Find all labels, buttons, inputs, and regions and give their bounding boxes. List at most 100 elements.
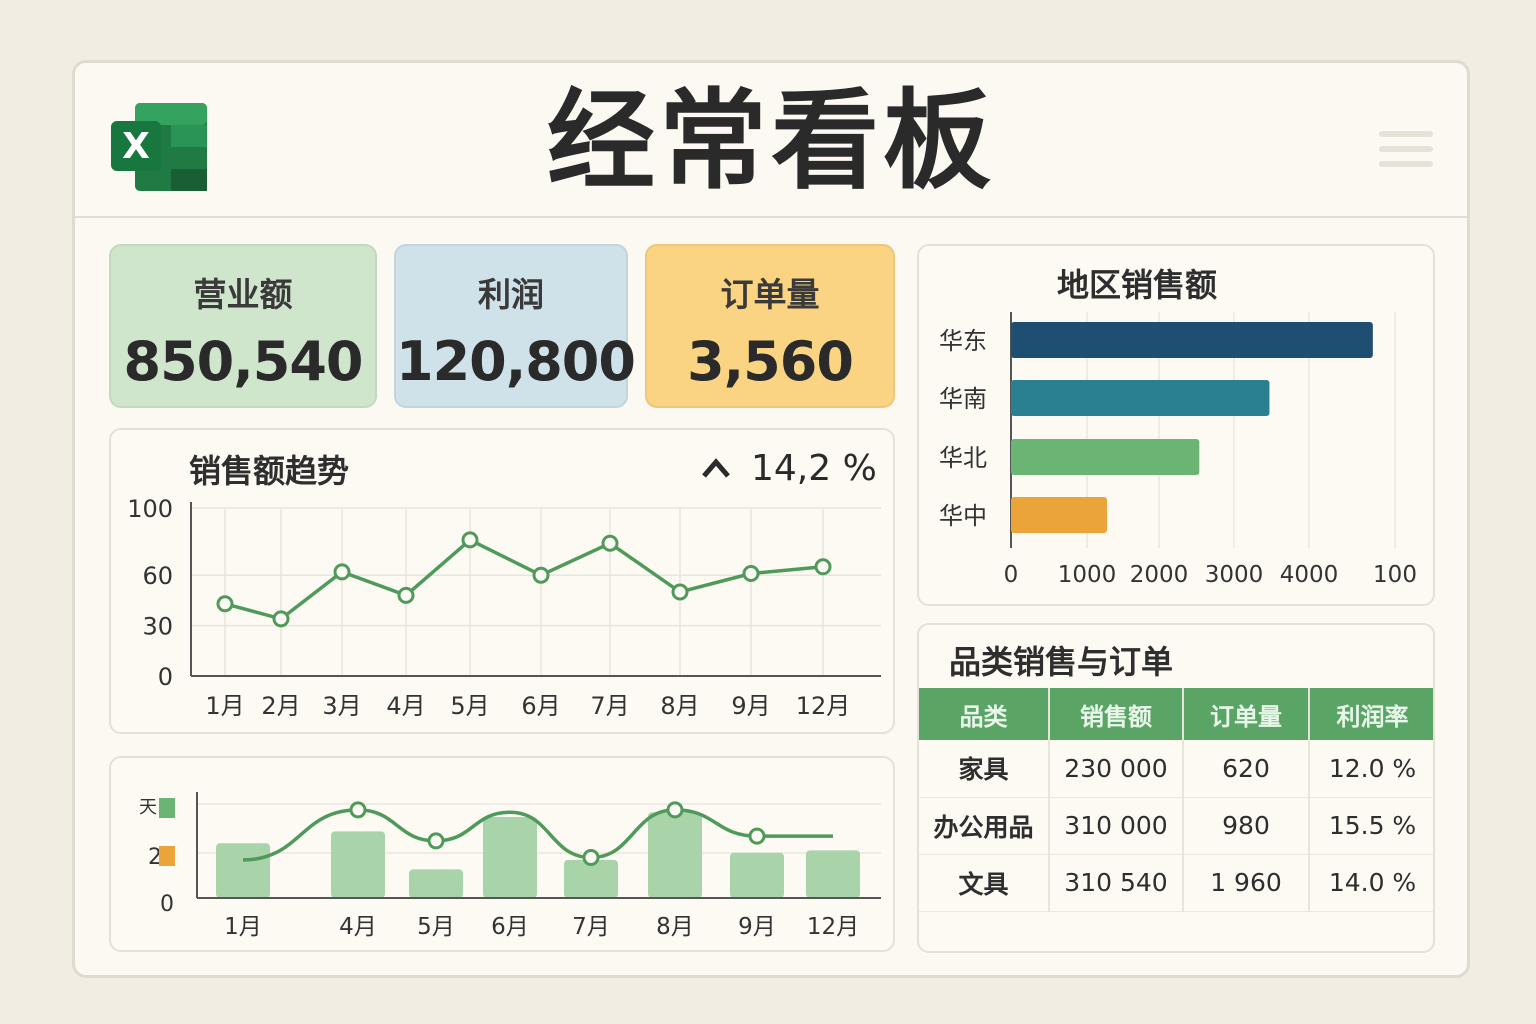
- data-point: [748, 827, 766, 845]
- x-tick-label: 0: [1004, 562, 1019, 588]
- bar: [1011, 497, 1107, 533]
- category-label: 华南: [939, 385, 987, 413]
- x-tick-label: 2月: [261, 692, 300, 720]
- y-tick-label: 0: [158, 663, 173, 691]
- x-tick-label: 5月: [450, 692, 489, 720]
- kpi-revenue-card: 营业额 850,540: [109, 244, 377, 408]
- bar: [564, 859, 618, 898]
- x-tick-label: 4月: [386, 692, 425, 720]
- legend-swatch: [159, 798, 175, 818]
- data-point: [349, 801, 367, 819]
- table-cell: 310 000: [1048, 797, 1183, 855]
- table-header[interactable]: 订单量: [1182, 688, 1309, 740]
- x-tick-label: 7月: [572, 914, 610, 940]
- y-tick-label: 100: [127, 495, 173, 523]
- category-label: 华东: [939, 327, 987, 355]
- x-tick-label: 9月: [738, 914, 776, 940]
- bar: [331, 831, 385, 898]
- table-cell: 1 960: [1182, 854, 1309, 912]
- kpi-value: 120,800: [396, 330, 636, 393]
- kpi-profit-card: 利润 120,800: [394, 244, 636, 408]
- y-tick-label: 2: [148, 845, 162, 870]
- excel-logo-letter: X: [122, 126, 150, 167]
- x-tick-label: 8月: [656, 914, 694, 940]
- bar: [1011, 439, 1200, 475]
- table-header[interactable]: 品类: [919, 688, 1049, 740]
- table-header[interactable]: 利润率: [1308, 688, 1433, 740]
- table-cell: 980: [1182, 797, 1309, 855]
- x-tick-label: 8月: [660, 692, 699, 720]
- region-sales-panel: 地区销售额 0 1000 2000 3000 4000 100 华东 华南 华北 华中: [917, 244, 1435, 606]
- kpi-label: 营业额: [193, 275, 293, 314]
- bar: [730, 852, 784, 898]
- table-cell: 家具: [919, 740, 1049, 798]
- table-cell: 15.5 %: [1308, 797, 1433, 855]
- data-point: [427, 832, 445, 850]
- y-tick-label: 0: [160, 892, 174, 917]
- y-tick-label: 60: [142, 562, 173, 590]
- data-point: [671, 583, 689, 601]
- data-point: [272, 610, 290, 628]
- x-tick-label: 9月: [731, 692, 770, 720]
- bar: [216, 843, 270, 898]
- kpi-value: 3,560: [687, 330, 854, 393]
- kpi-label: 订单量: [720, 275, 820, 314]
- excel-icon: X: [111, 103, 207, 191]
- x-tick-label: 12月: [796, 692, 851, 720]
- bar: [648, 812, 702, 898]
- page-title: 经常看板: [546, 79, 995, 204]
- bar: [1011, 322, 1373, 358]
- x-tick-label: 12月: [807, 914, 859, 940]
- category-table-panel: 品类销售与订单 品类 销售额 订单量 利润率 家具 230 000 620 12…: [917, 623, 1435, 953]
- table-cell: 620: [1182, 740, 1309, 798]
- legend-swatch: [159, 846, 175, 866]
- header: X 经常看板: [75, 63, 1467, 218]
- x-tick-label: 6月: [491, 914, 529, 940]
- kpi-label: 利润: [478, 275, 544, 314]
- table-cell: 办公用品: [919, 797, 1049, 855]
- data-point: [333, 563, 351, 581]
- kpi-orders-card: 订单量 3,560: [645, 244, 895, 408]
- x-tick-label: 3000: [1205, 562, 1264, 588]
- bar: [1011, 380, 1270, 416]
- mixed-chart-panel: 1月 4月 5月 6月 7月 8月 9月 12月 2 0 天: [109, 756, 895, 952]
- data-point: [814, 558, 832, 576]
- table-header-row: 品类 销售额 订单量 利润率: [919, 688, 1433, 740]
- kpi-value: 850,540: [123, 330, 364, 393]
- bar: [483, 817, 537, 898]
- x-tick-label: 6月: [521, 692, 560, 720]
- bar: [806, 850, 860, 898]
- data-point: [216, 595, 234, 613]
- sales-trend-panel: 销售额趋势 14,2 % 0 30 60 100 1月 2月 3月 4月 5月 6月 7月 8月 9月 1…: [109, 428, 895, 734]
- table-row[interactable]: 文具 310 540 1 960 14.0 %: [919, 854, 1433, 912]
- legend-label: 天: [139, 797, 157, 818]
- table-header[interactable]: 销售额: [1048, 688, 1183, 740]
- bar: [409, 869, 463, 898]
- table-cell: 310 540: [1048, 854, 1183, 912]
- trend-title: 销售额趋势: [189, 452, 350, 490]
- trend-change: 14,2 %: [751, 448, 877, 489]
- x-tick-label: 5月: [417, 914, 455, 940]
- table-cell: 文具: [919, 854, 1049, 912]
- data-point: [397, 586, 415, 604]
- category-table-title: 品类销售与订单: [949, 643, 1174, 681]
- table-row[interactable]: 办公用品 310 000 980 15.5 %: [919, 797, 1433, 855]
- x-tick-label: 2000: [1130, 562, 1189, 588]
- table-cell: 230 000: [1048, 740, 1183, 798]
- x-tick-label: 7月: [590, 692, 629, 720]
- category-table: 品类 销售额 订单量 利润率 家具 230 000 620 12.0 % 办公用…: [919, 688, 1433, 912]
- series-line: [224, 537, 824, 621]
- data-point: [666, 801, 684, 819]
- table-row[interactable]: 家具 230 000 620 12.0 %: [919, 740, 1433, 798]
- data-point: [461, 531, 479, 549]
- region-title: 地区销售额: [1057, 266, 1218, 304]
- x-tick-label: 4000: [1280, 562, 1339, 588]
- data-point: [532, 566, 550, 584]
- x-tick-label: 1000: [1058, 562, 1117, 588]
- data-point: [742, 565, 760, 583]
- menu-icon[interactable]: [1379, 131, 1433, 169]
- table-cell: 12.0 %: [1308, 740, 1433, 798]
- x-tick-label: 1月: [224, 914, 262, 940]
- x-tick-label: 4月: [339, 914, 377, 940]
